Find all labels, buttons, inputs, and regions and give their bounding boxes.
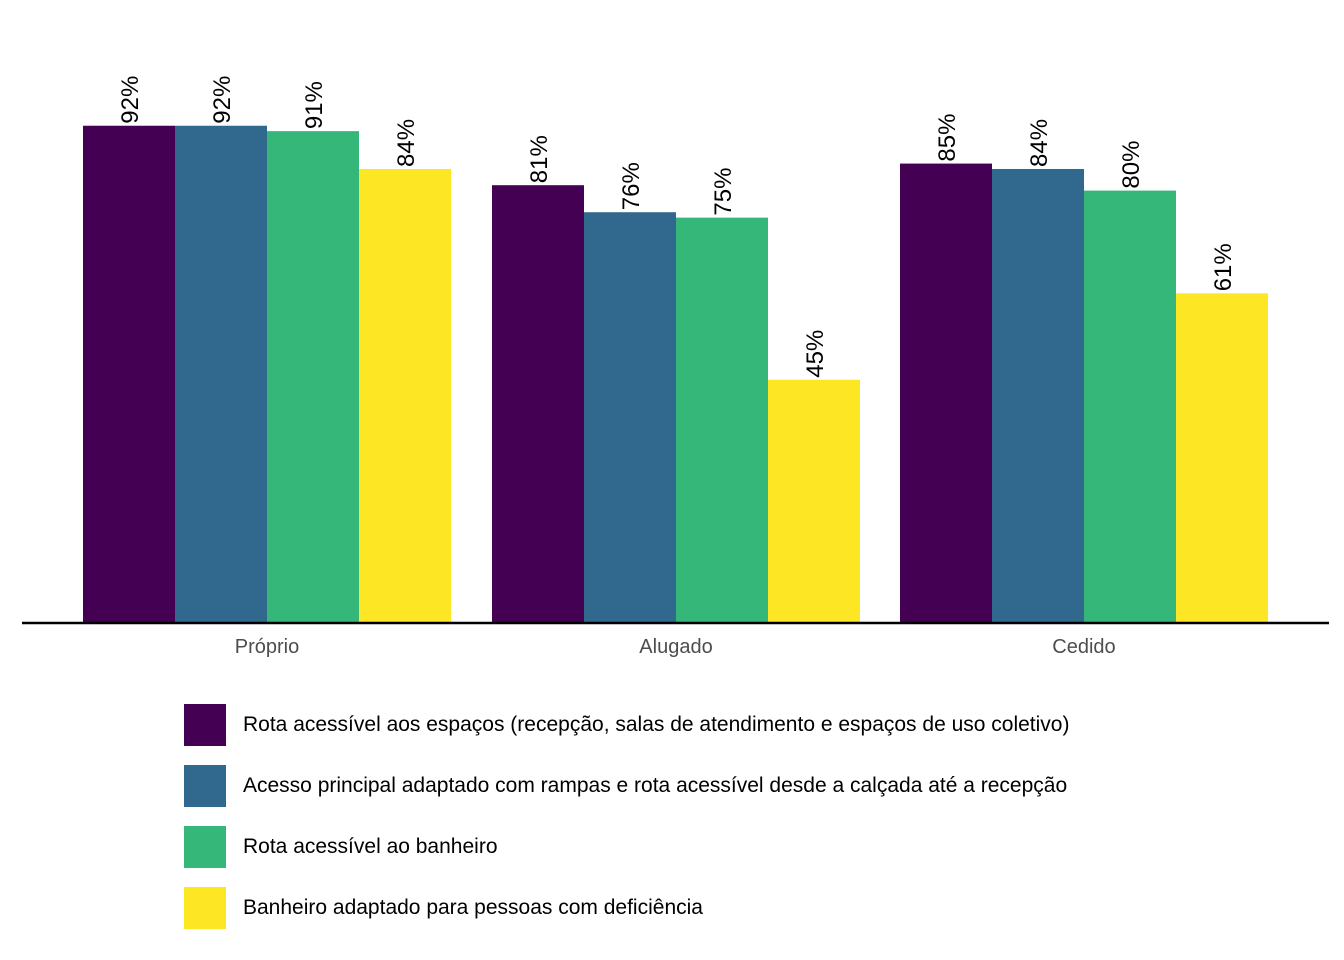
bar-value-label: 61%: [1210, 243, 1237, 291]
legend-item: Rota acessível ao banheiro: [184, 826, 1069, 868]
bar-próprio-series-2: [175, 125, 267, 624]
bar-alugado-series-3: [676, 217, 768, 623]
x-tick-label-cedido: Cedido: [1052, 636, 1115, 658]
x-tick-labels-group: Próprio Alugado Cedido: [235, 636, 1116, 658]
x-tick-label-próprio: Próprio: [235, 636, 299, 658]
bar-cedido-series-3: [1084, 190, 1176, 623]
bar-value-label: 81%: [526, 135, 553, 183]
legend-swatch: [184, 826, 226, 868]
legend-item: Rota acessível aos espaços (recepção, sa…: [184, 704, 1069, 746]
legend: Rota acessível aos espaços (recepção, sa…: [184, 704, 1069, 948]
bar-value-label: 84%: [393, 119, 420, 167]
bar-alugado-series-2: [584, 212, 676, 623]
legend-swatch: [184, 887, 226, 929]
legend-item: Acesso principal adaptado com rampas e r…: [184, 765, 1069, 807]
bar-value-label: 45%: [802, 330, 829, 378]
bar-próprio-series-4: [359, 168, 451, 624]
bar-cedido-series-2: [992, 168, 1084, 624]
legend-label: Banheiro adaptado para pessoas com defic…: [243, 896, 703, 919]
bar-cedido-series-1: [900, 163, 992, 623]
legend-label: Acesso principal adaptado com rampas e r…: [243, 774, 1068, 797]
legend-label: Rota acessível ao banheiro: [243, 835, 498, 858]
bar-value-label: 91%: [301, 81, 328, 129]
bar-labels-group: 92% 92% 91% 84% 81% 76% 75% 45% 85% 84% 80% 61%: [117, 76, 1237, 378]
x-tick-label-alugado: Alugado: [639, 636, 712, 658]
legend-swatch: [184, 704, 226, 746]
bar-value-label: 75%: [710, 168, 737, 216]
bar-cedido-series-4: [1176, 293, 1268, 623]
bar-value-label: 76%: [618, 162, 645, 210]
bar-value-label: 80%: [1118, 141, 1145, 189]
bar-value-label: 92%: [209, 76, 236, 124]
bar-value-label: 84%: [1026, 119, 1053, 167]
bar-chart: 92% 92% 91% 84% 81% 76% 75% 45% 85% 84% 80% 61% Pró…: [22, 76, 1329, 658]
bar-próprio-series-3: [267, 131, 359, 623]
legend-item: Banheiro adaptado para pessoas com defic…: [184, 887, 1069, 929]
bar-próprio-series-1: [83, 125, 175, 624]
legend-swatch: [184, 765, 226, 807]
bar-value-label: 85%: [934, 114, 961, 162]
bar-alugado-series-4: [768, 379, 860, 623]
bar-value-label: 92%: [117, 76, 144, 124]
bars-group: [83, 125, 1268, 624]
legend-label: Rota acessível aos espaços (recepção, sa…: [243, 713, 1070, 736]
bar-alugado-series-1: [492, 185, 584, 623]
